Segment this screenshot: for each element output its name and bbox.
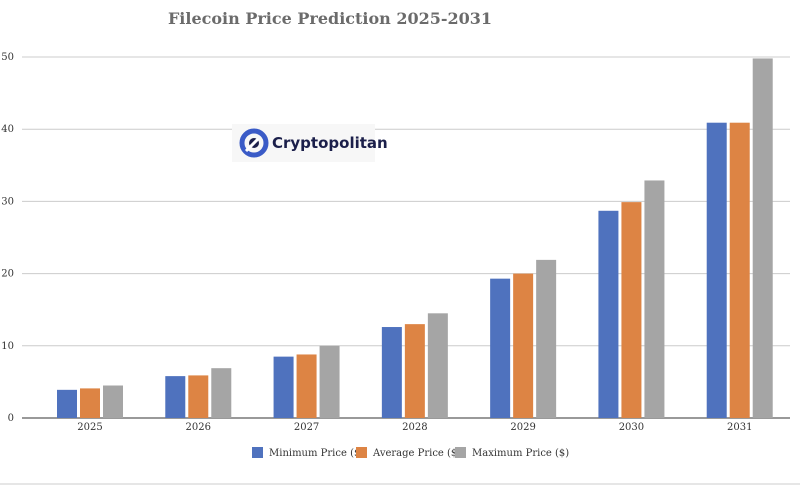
bar-2026-average xyxy=(188,375,209,418)
x-tick-label: 2027 xyxy=(294,422,319,433)
watermark-logo: Cryptopolitan xyxy=(232,124,388,162)
x-tick-label: 2031 xyxy=(727,422,752,433)
bar-2029-minimum xyxy=(490,278,511,418)
x-axis-ticks: 2025 2026 2027 2028 2029 2030 2031 xyxy=(77,422,752,433)
bar-2025-average xyxy=(80,388,100,418)
bar-2030-average xyxy=(621,202,642,418)
legend-swatch xyxy=(252,447,263,458)
x-tick-label: 2025 xyxy=(77,422,102,433)
bar-2030-maximum xyxy=(644,180,665,418)
legend-swatch xyxy=(455,447,466,458)
legend-label: Average Price ($) xyxy=(372,448,461,459)
bar-2026-maximum xyxy=(211,368,232,418)
watermark-text: Cryptopolitan xyxy=(272,134,388,152)
bar-2025-minimum xyxy=(57,389,77,418)
bar-2031-average xyxy=(729,122,750,419)
y-tick-label: 40 xyxy=(1,124,14,135)
y-axis-ticks: 0 10 20 30 40 50 xyxy=(1,52,14,424)
bar-2026-minimum xyxy=(165,376,186,418)
bar-2030-minimum xyxy=(598,210,619,418)
bar-2031-maximum xyxy=(752,58,773,418)
y-tick-label: 20 xyxy=(1,269,14,280)
bar-2028-average xyxy=(404,324,425,418)
legend-label: Minimum Price ($) xyxy=(269,448,364,459)
bar-2028-minimum xyxy=(381,327,402,418)
legend-swatch xyxy=(356,447,367,458)
legend-label: Maximum Price ($) xyxy=(472,448,569,459)
y-tick-label: 30 xyxy=(1,196,14,207)
x-tick-label: 2026 xyxy=(186,422,211,433)
bar-2031-minimum xyxy=(706,122,727,419)
y-tick-label: 10 xyxy=(1,341,14,352)
legend: Minimum Price ($) Average Price ($) Maximu… xyxy=(252,447,569,459)
bar-2027-maximum xyxy=(319,345,340,418)
x-tick-label: 2029 xyxy=(510,422,535,433)
cryptopolitan-logo-icon xyxy=(239,128,269,158)
chart-title: Filecoin Price Prediction 2025-2031 xyxy=(168,9,492,28)
bar-2029-average xyxy=(513,273,534,418)
y-tick-label: 50 xyxy=(1,52,14,63)
x-tick-label: 2030 xyxy=(619,422,644,433)
y-tick-label: 0 xyxy=(8,413,14,424)
bar-2027-average xyxy=(296,354,317,418)
bar-2029-maximum xyxy=(536,259,557,418)
bar-2028-maximum xyxy=(427,313,448,418)
bars xyxy=(57,58,773,419)
bar-2027-minimum xyxy=(273,356,294,418)
x-tick-label: 2028 xyxy=(402,422,427,433)
bar-2025-maximum xyxy=(103,385,123,418)
